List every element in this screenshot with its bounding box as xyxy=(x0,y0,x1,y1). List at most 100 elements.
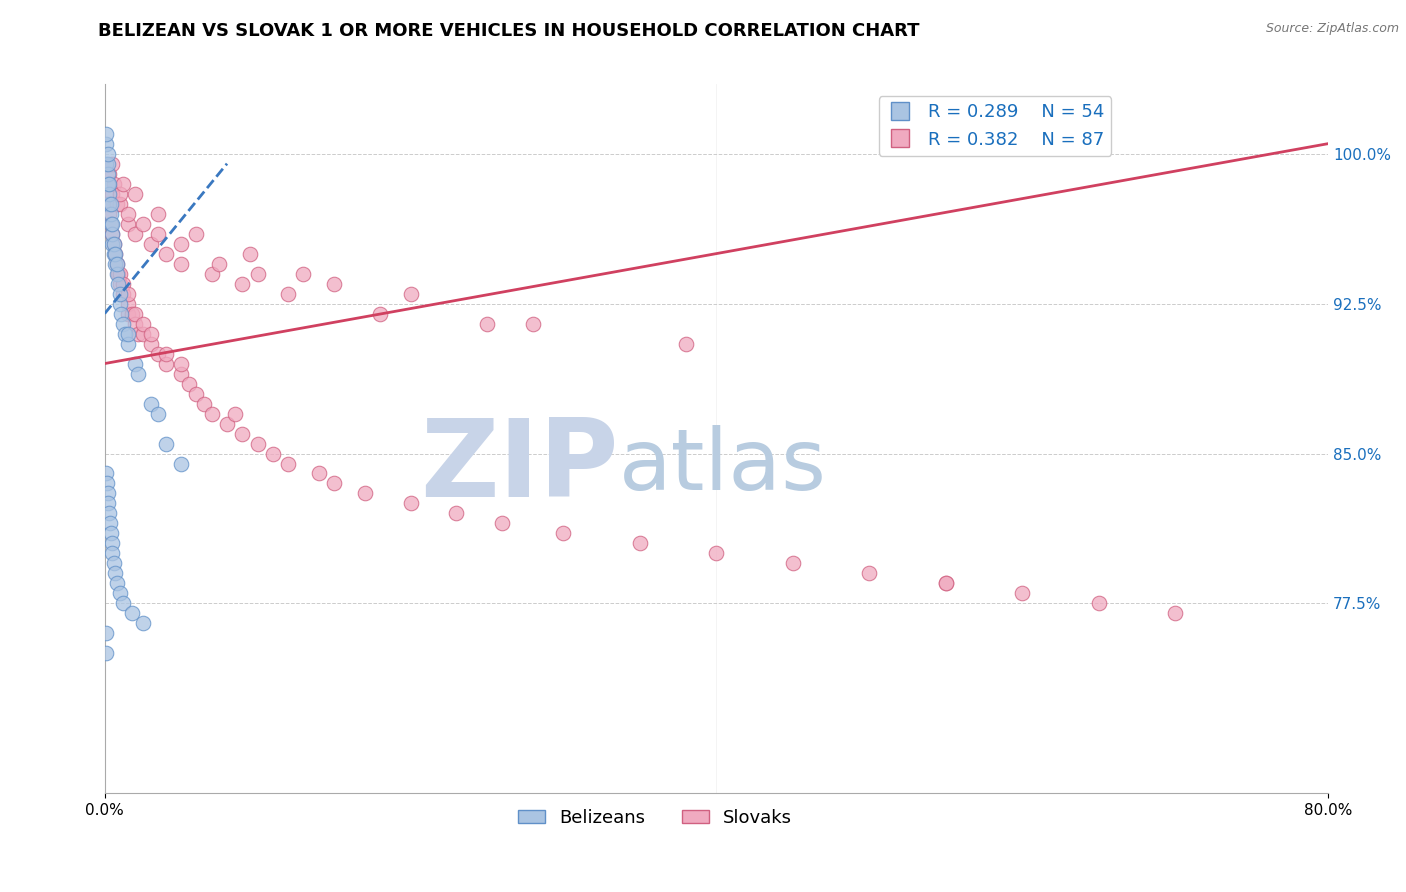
Point xyxy=(139,336,162,351)
Point xyxy=(108,267,131,281)
Point xyxy=(215,417,238,431)
Point xyxy=(277,286,299,301)
Point xyxy=(114,326,136,341)
Text: BELIZEAN VS SLOVAK 1 OR MORE VEHICLES IN HOUSEHOLD CORRELATION CHART: BELIZEAN VS SLOVAK 1 OR MORE VEHICLES IN… xyxy=(98,22,920,40)
Point xyxy=(139,236,162,251)
Point xyxy=(104,246,127,260)
Point xyxy=(148,346,170,360)
Point xyxy=(186,227,208,241)
Point xyxy=(148,206,170,220)
Point xyxy=(101,227,124,241)
Point xyxy=(522,317,544,331)
Point xyxy=(100,526,122,541)
Point xyxy=(155,246,177,260)
Point xyxy=(105,576,128,591)
Point xyxy=(108,186,131,201)
Point xyxy=(100,217,122,231)
Point xyxy=(117,326,139,341)
Point xyxy=(101,217,124,231)
Point xyxy=(96,626,118,640)
Point xyxy=(98,177,121,191)
Point xyxy=(110,307,132,321)
Point xyxy=(706,546,728,560)
Point xyxy=(246,436,269,450)
Point xyxy=(101,227,124,241)
Point xyxy=(124,186,146,201)
Point xyxy=(112,286,135,301)
Point xyxy=(475,317,498,331)
Point xyxy=(628,536,651,550)
Point xyxy=(399,496,422,510)
Point xyxy=(97,146,120,161)
Point xyxy=(491,516,513,531)
Point xyxy=(935,576,957,591)
Point xyxy=(112,277,135,291)
Point xyxy=(105,257,128,271)
Point xyxy=(368,307,391,321)
Point xyxy=(132,217,155,231)
Point xyxy=(858,566,880,581)
Point xyxy=(446,507,468,521)
Point xyxy=(97,156,120,170)
Point xyxy=(104,246,127,260)
Point xyxy=(170,357,193,371)
Point xyxy=(782,557,804,571)
Point xyxy=(103,246,125,260)
Point xyxy=(1011,586,1033,600)
Point xyxy=(139,326,162,341)
Point xyxy=(108,586,131,600)
Point xyxy=(148,227,170,241)
Point xyxy=(97,177,120,191)
Point xyxy=(239,246,262,260)
Point xyxy=(124,227,146,241)
Point xyxy=(105,267,128,281)
Point xyxy=(103,557,125,571)
Point xyxy=(108,286,131,301)
Point xyxy=(103,236,125,251)
Point xyxy=(155,357,177,371)
Point xyxy=(292,267,315,281)
Point xyxy=(117,336,139,351)
Point xyxy=(353,486,375,500)
Point xyxy=(107,267,129,281)
Point xyxy=(231,426,253,441)
Point xyxy=(127,367,149,381)
Point xyxy=(97,486,120,500)
Point xyxy=(224,407,246,421)
Point xyxy=(107,277,129,291)
Point xyxy=(1164,607,1187,621)
Point xyxy=(935,576,957,591)
Point xyxy=(117,217,139,231)
Point xyxy=(323,277,346,291)
Point xyxy=(112,596,135,610)
Point xyxy=(148,407,170,421)
Point xyxy=(121,307,143,321)
Point xyxy=(98,516,121,531)
Point xyxy=(100,536,122,550)
Point xyxy=(308,467,330,481)
Point xyxy=(155,346,177,360)
Point xyxy=(112,177,135,191)
Point xyxy=(101,546,124,560)
Point xyxy=(132,317,155,331)
Point xyxy=(399,286,422,301)
Point xyxy=(246,267,269,281)
Text: atlas: atlas xyxy=(619,425,827,508)
Legend: Belizeans, Slovaks: Belizeans, Slovaks xyxy=(510,802,800,834)
Point xyxy=(117,206,139,220)
Point xyxy=(117,286,139,301)
Point xyxy=(96,156,118,170)
Point xyxy=(112,317,135,331)
Point xyxy=(186,386,208,401)
Point xyxy=(201,407,224,421)
Point xyxy=(101,156,124,170)
Point xyxy=(108,196,131,211)
Point xyxy=(103,236,125,251)
Point xyxy=(132,616,155,631)
Point xyxy=(553,526,575,541)
Point xyxy=(262,446,284,460)
Point xyxy=(97,196,120,211)
Point xyxy=(124,357,146,371)
Point xyxy=(96,647,118,661)
Point xyxy=(104,566,127,581)
